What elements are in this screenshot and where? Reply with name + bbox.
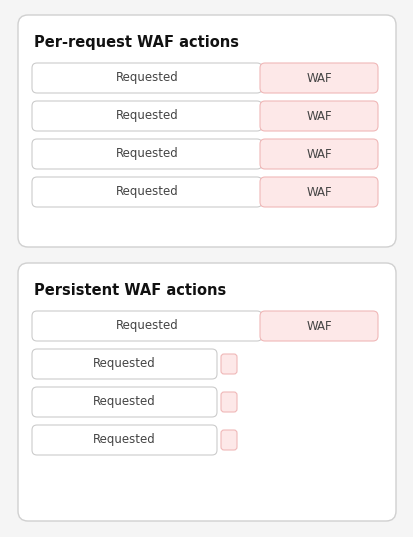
Text: Requested: Requested: [93, 433, 156, 446]
FancyBboxPatch shape: [32, 425, 216, 455]
FancyBboxPatch shape: [32, 311, 261, 341]
Text: Requested: Requested: [115, 110, 178, 122]
Text: WAF: WAF: [306, 148, 331, 161]
FancyBboxPatch shape: [32, 387, 216, 417]
FancyBboxPatch shape: [32, 63, 261, 93]
Text: Requested: Requested: [115, 148, 178, 161]
FancyBboxPatch shape: [259, 177, 377, 207]
Text: WAF: WAF: [306, 185, 331, 199]
FancyBboxPatch shape: [18, 263, 395, 521]
Text: Persistent WAF actions: Persistent WAF actions: [34, 283, 225, 298]
Text: Requested: Requested: [115, 71, 178, 84]
FancyBboxPatch shape: [259, 311, 377, 341]
Text: WAF: WAF: [306, 110, 331, 122]
Text: Requested: Requested: [93, 395, 156, 409]
FancyBboxPatch shape: [32, 139, 261, 169]
FancyBboxPatch shape: [18, 15, 395, 247]
Text: WAF: WAF: [306, 320, 331, 332]
FancyBboxPatch shape: [221, 430, 236, 450]
FancyBboxPatch shape: [221, 354, 236, 374]
FancyBboxPatch shape: [32, 101, 261, 131]
Text: WAF: WAF: [306, 71, 331, 84]
FancyBboxPatch shape: [259, 101, 377, 131]
FancyBboxPatch shape: [32, 349, 216, 379]
Text: Requested: Requested: [93, 358, 156, 371]
FancyBboxPatch shape: [32, 177, 261, 207]
Text: Requested: Requested: [115, 320, 178, 332]
Text: Requested: Requested: [115, 185, 178, 199]
FancyBboxPatch shape: [221, 392, 236, 412]
FancyBboxPatch shape: [259, 63, 377, 93]
Text: Per-request WAF actions: Per-request WAF actions: [34, 35, 238, 50]
FancyBboxPatch shape: [259, 139, 377, 169]
